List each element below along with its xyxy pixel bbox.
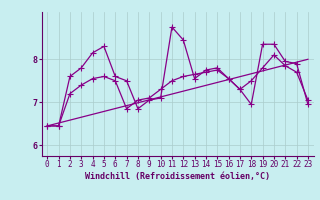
X-axis label: Windchill (Refroidissement éolien,°C): Windchill (Refroidissement éolien,°C) xyxy=(85,172,270,181)
